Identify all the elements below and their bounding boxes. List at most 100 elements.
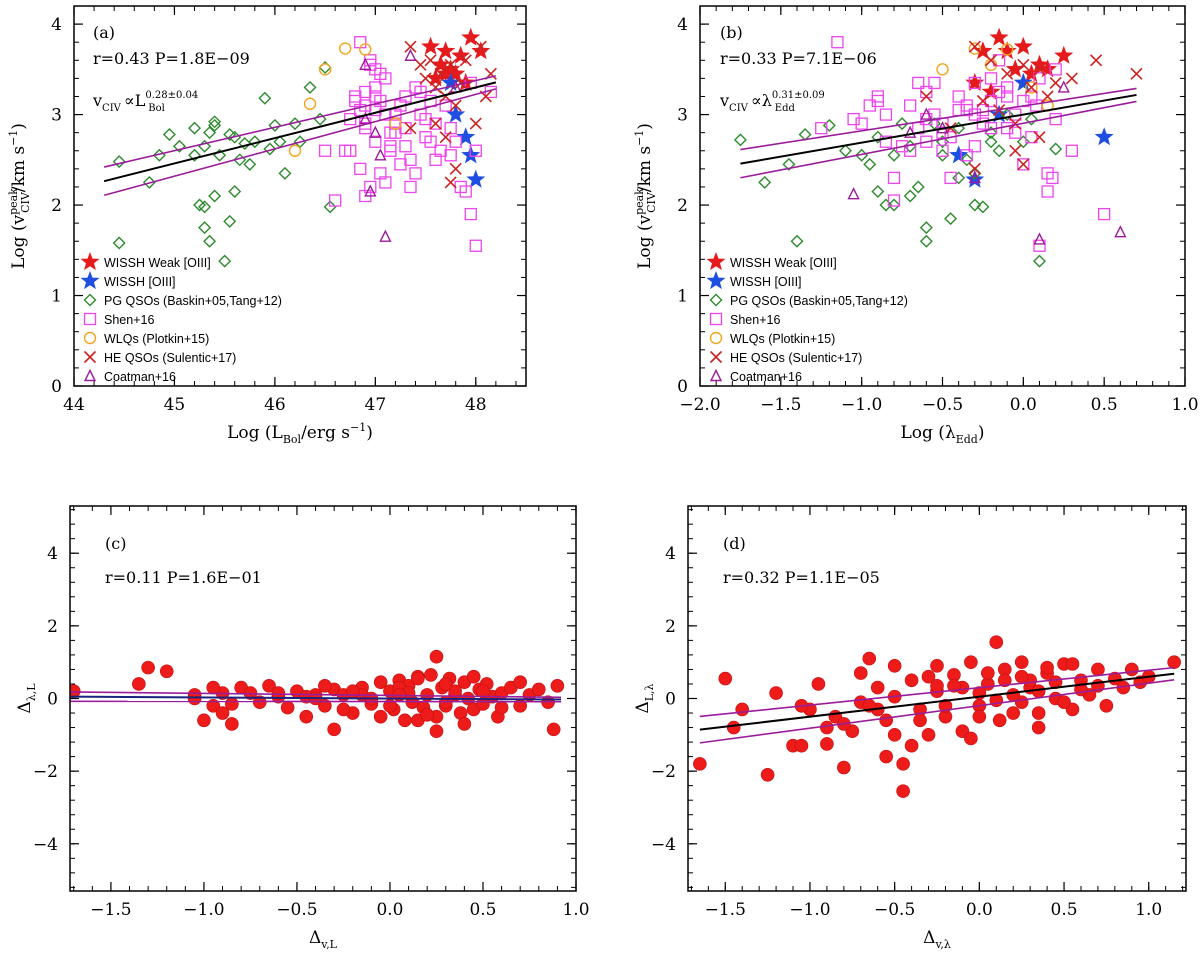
data-point (444, 176, 457, 189)
data-point (919, 234, 933, 248)
correlation-stat: r=0.33 P=7.1E−06 (720, 49, 877, 68)
data-point (1021, 63, 1041, 82)
data-point (981, 82, 1001, 100)
data-point (895, 117, 909, 131)
data-point (379, 229, 392, 242)
data-point (459, 54, 472, 67)
data-point (896, 757, 910, 771)
data-point (206, 680, 221, 695)
data-point (299, 709, 314, 724)
data-point (404, 180, 417, 194)
data-point (822, 118, 836, 132)
data-point (203, 126, 217, 140)
data-point (903, 189, 917, 203)
data-point (404, 153, 417, 166)
data-point (439, 90, 452, 103)
data-point (871, 184, 885, 198)
data-point (215, 706, 230, 720)
data-point (159, 664, 174, 679)
data-point (162, 127, 176, 141)
y-tick-label: 0 (677, 377, 688, 397)
y-axis-title-part: Log (v (635, 215, 655, 269)
x-tick-label: −1.0 (841, 395, 882, 415)
y-axis-title-part: peak (7, 188, 20, 215)
x-tick-label: −1.0 (183, 900, 224, 920)
data-point (197, 713, 211, 728)
data-point (952, 103, 965, 117)
data-point (444, 58, 457, 71)
data-point (419, 131, 432, 144)
data-point (904, 125, 917, 138)
data-point (921, 728, 936, 742)
legend-entry: HE QSOs (Sulentic+17) (104, 351, 236, 365)
data-point (404, 122, 417, 135)
ticks: −1.5 −1.0 −0.5 0.0 0.5 1.0 −4 −2 0 2 4 (651, 506, 1186, 920)
data-point (203, 234, 217, 248)
x-tick-label: 1.0 (562, 900, 589, 920)
data-point (968, 170, 981, 184)
legend-entry: WLQs (Plotkin+15) (104, 332, 209, 346)
legend-marker (709, 293, 723, 307)
x-axis-title: Δv,λ (923, 928, 951, 951)
data-point (288, 144, 302, 157)
y-tick-label: 2 (665, 617, 676, 637)
data-point (887, 728, 902, 742)
fit-upper-bound (103, 75, 497, 168)
data-point (513, 675, 527, 689)
y-tick-label: 0 (665, 690, 676, 710)
panel-label: (d) (723, 534, 746, 553)
data-point (1033, 254, 1046, 268)
data-point (733, 133, 747, 147)
data-point (364, 58, 377, 71)
data-point (1099, 698, 1114, 713)
data-point (471, 41, 491, 60)
y-tick-label: 4 (665, 544, 676, 564)
y-tick-label: −2 (33, 762, 58, 782)
plot-frame (73, 5, 527, 387)
data-point (879, 749, 893, 764)
x-tick-label: 1.0 (1135, 900, 1162, 920)
x-axis-title-part: ) (366, 423, 373, 443)
data-point (1065, 72, 1078, 85)
y-tick-label: 2 (47, 617, 58, 637)
data-point (258, 91, 272, 105)
data-point (374, 148, 387, 161)
data-point (989, 27, 1009, 46)
data-point (960, 103, 973, 117)
data-point (439, 99, 452, 112)
data-point (531, 682, 546, 697)
data-point (794, 738, 809, 753)
data-point (879, 198, 893, 212)
fit-lower-bound (103, 88, 497, 197)
y-axis-title-part: ) (9, 123, 29, 130)
data-point (550, 678, 565, 693)
data-point (811, 677, 826, 691)
data-point (409, 167, 422, 180)
legend-entry: Shen+16 (730, 313, 780, 327)
y-tick-label: 0 (51, 377, 62, 397)
panel-label: (c) (105, 534, 126, 553)
data-point (1031, 706, 1046, 720)
data-point (930, 659, 944, 673)
legend-marker (83, 331, 97, 345)
data-point (404, 40, 417, 53)
data-point (142, 175, 156, 189)
data-point (1041, 185, 1054, 198)
x-axis-title-part: Log (L (227, 423, 283, 443)
data-point (718, 671, 733, 686)
x-tick-label: −1.5 (90, 900, 131, 920)
data-point (444, 149, 457, 162)
data-point (318, 63, 332, 76)
data-point (369, 90, 382, 103)
data-point (976, 200, 990, 214)
legend-entry: PG QSOs (Baskin+05,Tang+12) (730, 294, 908, 308)
data-point (919, 221, 933, 235)
y-axis-title: Δλ,L (15, 683, 38, 714)
data-point (1130, 67, 1143, 80)
data-point (1049, 63, 1062, 76)
data-point (354, 162, 367, 176)
x-tick-label: −0.5 (874, 900, 915, 920)
data-point (384, 144, 397, 157)
data-point (1065, 144, 1078, 157)
x-axis-title-part: Edd (956, 433, 978, 446)
